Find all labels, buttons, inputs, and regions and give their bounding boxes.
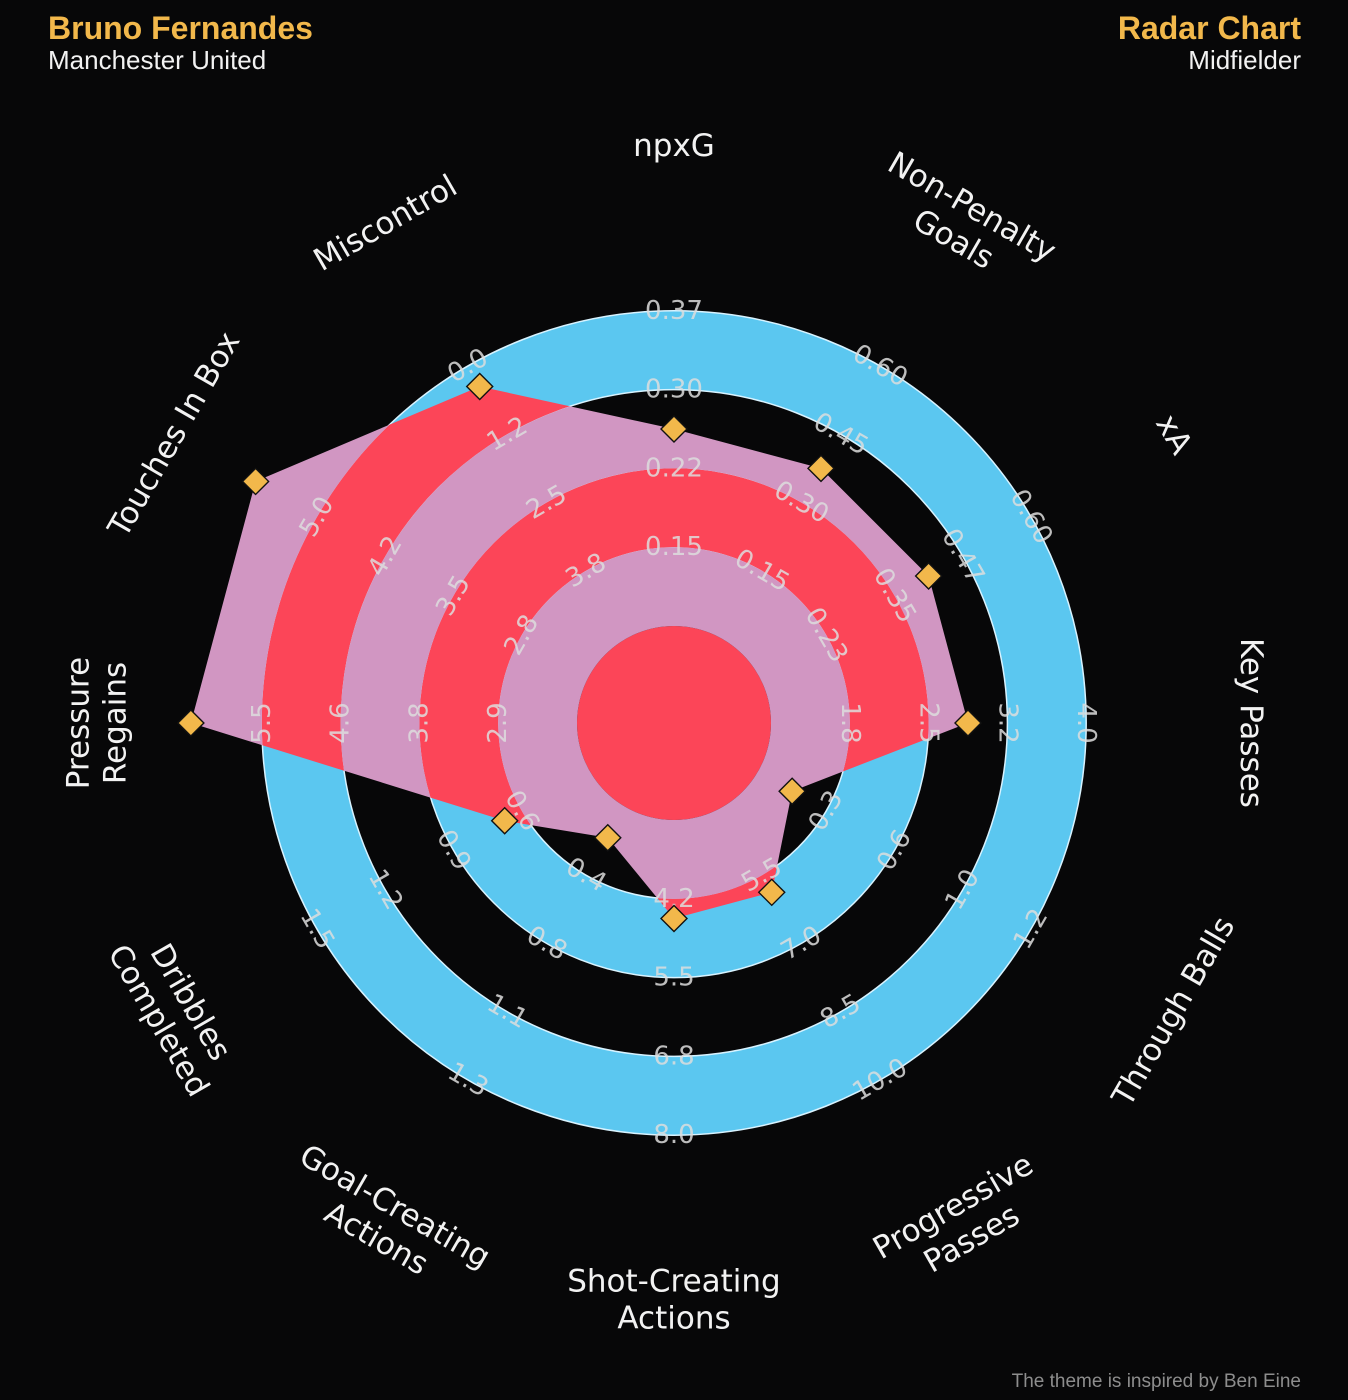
value-marker bbox=[660, 415, 688, 443]
value-marker bbox=[490, 806, 519, 835]
tick-label: 3.8 bbox=[404, 702, 434, 743]
tick-label: 0.30 bbox=[645, 375, 703, 405]
parameter-label: PressureRegains bbox=[61, 657, 134, 789]
radar-player-polygon bbox=[190, 386, 968, 919]
value-marker bbox=[241, 467, 270, 496]
team-name: Manchester United bbox=[48, 45, 267, 75]
value-marker bbox=[954, 709, 982, 737]
radar-markers bbox=[176, 372, 982, 933]
tick-label: 0.22 bbox=[645, 453, 703, 483]
tick-label: 4.6 bbox=[326, 702, 356, 743]
value-marker bbox=[593, 823, 622, 852]
credit-note: The theme is inspired by Ben Eine bbox=[1011, 1371, 1301, 1392]
tick-label: 2.5 bbox=[914, 702, 944, 743]
tick-label: 0.37 bbox=[645, 296, 703, 326]
value-marker bbox=[807, 454, 835, 483]
tick-label: 6.8 bbox=[653, 1041, 694, 1071]
parameter-label: xA bbox=[1148, 408, 1199, 460]
tick-label: 0.15 bbox=[645, 532, 703, 562]
tick-label: 8.0 bbox=[653, 1120, 694, 1150]
chart-title: Radar Chart bbox=[1117, 10, 1301, 46]
parameter-label: Key Passes bbox=[1233, 638, 1269, 808]
value-marker bbox=[914, 562, 943, 590]
tick-label: 2.9 bbox=[483, 702, 513, 743]
value-marker bbox=[176, 709, 205, 737]
parameter-label: npxG bbox=[633, 128, 715, 164]
tick-label: 4.0 bbox=[1071, 702, 1101, 743]
value-marker bbox=[465, 372, 494, 401]
player-name: Bruno Fernandes bbox=[48, 10, 313, 46]
tick-label: 5.5 bbox=[247, 702, 277, 743]
parameter-label: ProgressivePasses bbox=[867, 1147, 1058, 1299]
tick-label: 3.2 bbox=[992, 702, 1022, 743]
parameter-label: Goal-CreatingActions bbox=[275, 1138, 497, 1308]
value-marker bbox=[660, 904, 688, 933]
parameter-label: Non-PenaltyGoals bbox=[863, 145, 1062, 302]
parameter-label: Shot-Creating Actions bbox=[567, 1264, 781, 1337]
parameter-label: Miscontrol bbox=[308, 168, 464, 279]
tick-label: 1.8 bbox=[835, 702, 865, 743]
parameter-label: Touches In Box bbox=[101, 326, 248, 544]
value-marker bbox=[778, 777, 807, 806]
parameter-label: DribblesCompleted bbox=[100, 920, 248, 1103]
tick-label: 5.5 bbox=[653, 963, 694, 993]
player-position: Midfielder bbox=[1188, 45, 1301, 75]
parameter-label: Through Balls bbox=[1105, 911, 1243, 1114]
value-marker bbox=[757, 878, 786, 907]
